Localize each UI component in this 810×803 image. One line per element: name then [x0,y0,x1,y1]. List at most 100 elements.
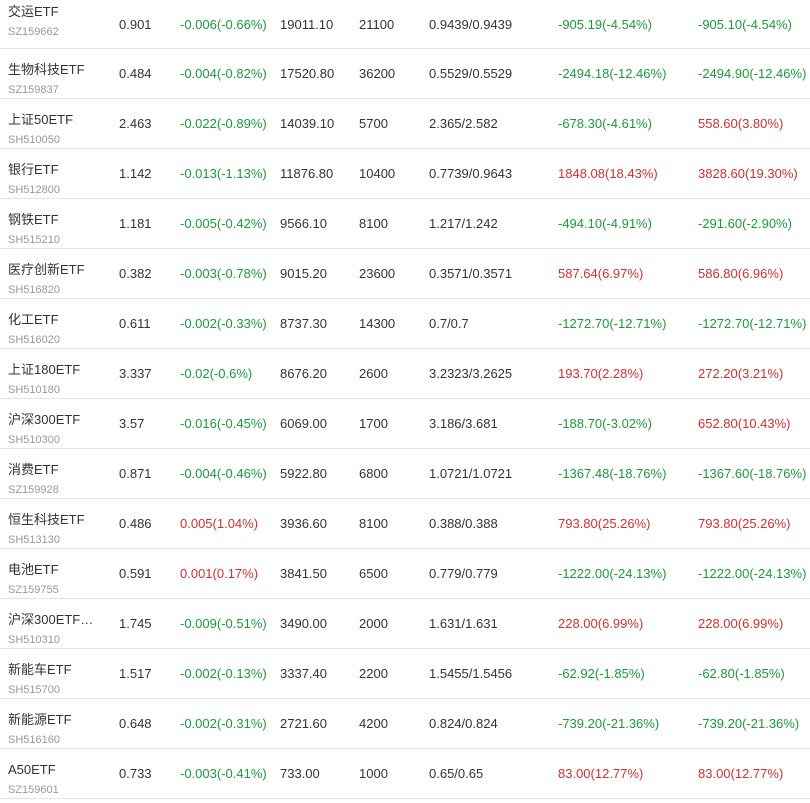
holding-pnl-cell: -1272.70(-12.71%) [558,316,667,331]
fund-name-cell: A50ETF SZ159601 [8,762,59,798]
change-cell: -0.013(-1.13%) [180,166,267,181]
holding-pnl-cell: -62.92(-1.85%) [558,666,645,681]
shares-cell: 5700 [359,116,388,131]
market-value-cell: 11876.80 [280,166,334,181]
fund-name: 消费ETF [8,462,59,477]
table-row[interactable]: 消费ETF SZ159928 0.871 -0.004(-0.46%) 5922.80 6… [0,449,810,499]
cost-price-cell: 0.65/0.65 [429,766,484,781]
cost-price-cell: 0.9439/0.9439 [429,16,513,32]
cost-price-cell: 1.5455/1.5456 [429,666,513,681]
table-row[interactable]: 医疗创新ETF SH516820 0.382 -0.003(-0.78%) 9015.2… [0,249,810,299]
market-value-cell: 3936.60 [280,516,327,531]
fund-code: SH510310 [8,634,60,646]
fund-name: 恒生科技ETF [8,512,85,527]
table-row[interactable]: 银行ETF SH512800 1.142 -0.013(-1.13%) 11876.80… [0,149,810,199]
price-cell: 0.484 [119,66,152,81]
fund-code: SH510050 [8,134,60,146]
market-value-cell: 3337.40 [280,666,327,681]
cost-price-cell: 1.217/1.242 [429,216,498,231]
fund-name-cell: 上证180ETF SH510180 [8,362,80,398]
cost-price-cell: 0.3571/0.3571 [429,266,513,281]
price-cell: 1.142 [119,166,152,181]
cost-price-cell: 0.779/0.779 [429,566,498,581]
shares-cell: 2200 [359,666,388,681]
total-pnl-cell: -1367.60(-18.76%) [698,466,807,481]
table-row[interactable]: 新能源ETF SH516160 0.648 -0.002(-0.31%) 2721.60… [0,699,810,749]
table-row[interactable]: 沪深300ETF SH510300 3.57 -0.016(-0.45%) 6069.0… [0,399,810,449]
market-value-cell: 3490.00 [280,616,327,631]
price-cell: 1.181 [119,216,152,231]
fund-name: 医疗创新ETF [8,262,85,277]
table-row[interactable]: A50ETF SZ159601 0.733 -0.003(-0.41%) 733.00 1… [0,749,810,799]
cost-price-cell: 3.186/3.681 [429,416,498,431]
change-cell: -0.004(-0.82%) [180,66,267,81]
table-row[interactable]: 恒生科技ETF SH513130 0.486 0.005(1.04%) 3936.60 8… [0,499,810,549]
fund-code: SZ159662 [8,26,59,38]
price-cell: 3.337 [119,366,152,381]
market-value-cell: 9015.20 [280,266,327,281]
table-row[interactable]: 沪深300ETF… SH510310 1.745 -0.009(-0.51%) 3490… [0,599,810,649]
price-cell: 0.486 [119,516,152,531]
holding-pnl-cell: 228.00(6.99%) [558,616,644,631]
shares-cell: 14300 [359,316,396,331]
total-pnl-cell: 652.80(10.43%) [698,416,791,431]
cost-price-cell: 3.2323/3.2625 [429,366,513,381]
market-value-cell: 17520.80 [280,66,335,81]
fund-name: 钢铁ETF [8,212,59,227]
shares-cell: 8100 [359,216,388,231]
market-value-cell: 733.00 [280,766,320,781]
total-pnl-cell: -1272.70(-12.71%) [698,316,807,331]
table-row[interactable]: 电池ETF SZ159755 0.591 0.001(0.17%) 3841.50 650… [0,549,810,599]
change-cell: -0.022(-0.89%) [180,116,267,131]
price-cell: 0.648 [119,716,152,731]
fund-name: 沪深300ETF [8,412,81,427]
fund-code: SZ159755 [8,584,59,596]
fund-code: SZ159601 [8,784,59,796]
fund-name: 沪深300ETF… [8,612,94,627]
fund-code: SH513130 [8,534,60,546]
change-cell: -0.003(-0.41%) [180,766,267,781]
table-row[interactable]: 生物科技ETF SZ159837 0.484 -0.004(-0.82%) 17520.… [0,49,810,99]
table-row[interactable]: 化工ETF SH516020 0.611 -0.002(-0.33%) 8737.30 1… [0,299,810,349]
holding-pnl-cell: 587.64(6.97%) [558,266,644,281]
fund-code: SH510300 [8,434,60,446]
fund-code: SH510180 [8,384,60,396]
price-cell: 0.733 [119,766,152,781]
holding-pnl-cell: 83.00(12.77%) [558,766,644,781]
fund-code: SH515210 [8,234,60,246]
cost-price-cell: 0.7/0.7 [429,316,469,331]
market-value-cell: 5922.80 [280,466,327,481]
fund-name-cell: 沪深300ETF… SH510310 [8,612,93,648]
fund-name-cell: 化工ETF SH516020 [8,312,60,348]
fund-name-cell: 交运ETF SZ159662 [8,4,59,40]
table-row[interactable]: 交运ETF SZ159662 0.901 -0.006(-0.66%) 19011.10… [0,0,810,49]
fund-name: 上证50ETF [8,112,74,127]
change-cell: -0.005(-0.42%) [180,216,267,231]
total-pnl-cell: 586.80(6.96%) [698,266,784,281]
market-value-cell: 3841.50 [280,566,327,581]
fund-name: 生物科技ETF [8,62,85,77]
fund-code: SH512800 [8,184,60,196]
fund-code: SH516020 [8,334,60,346]
total-pnl-cell: -62.80(-1.85%) [698,666,785,681]
shares-cell: 6500 [359,566,388,581]
market-value-cell: 9566.10 [280,216,327,231]
table-row[interactable]: 钢铁ETF SH515210 1.181 -0.005(-0.42%) 9566.10 8… [0,199,810,249]
fund-name-cell: 电池ETF SZ159755 [8,562,59,598]
fund-name: 银行ETF [8,162,59,177]
holding-pnl-cell: 1848.08(18.43%) [558,166,658,181]
table-row[interactable]: 新能车ETF SH515700 1.517 -0.002(-0.13%) 3337.40… [0,649,810,699]
shares-cell: 2000 [359,616,388,631]
total-pnl-cell: 272.20(3.21%) [698,366,784,381]
table-row[interactable]: 上证50ETF SH510050 2.463 -0.022(-0.89%) 14039.… [0,99,810,149]
shares-cell: 21100 [359,16,395,32]
price-cell: 0.591 [119,566,152,581]
fund-name: 上证180ETF [8,362,81,377]
holding-pnl-cell: -678.30(-4.61%) [558,116,652,131]
fund-name: 交运ETF [8,4,59,19]
shares-cell: 36200 [359,66,396,81]
price-cell: 3.57 [119,416,145,431]
change-cell: -0.02(-0.6%) [180,366,253,381]
shares-cell: 6800 [359,466,388,481]
table-row[interactable]: 上证180ETF SH510180 3.337 -0.02(-0.6%) 8676.20… [0,349,810,399]
